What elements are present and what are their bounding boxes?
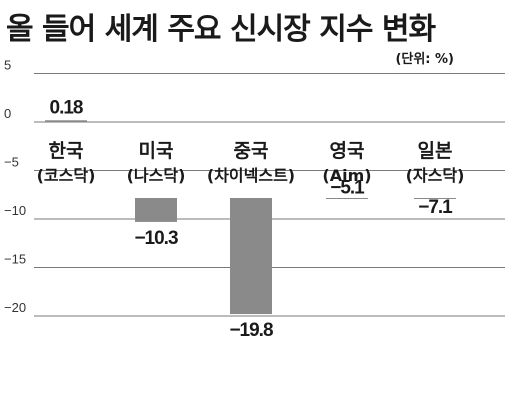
data-label: −10.3	[134, 228, 178, 249]
category-sublabel: (차이넥스트)	[207, 166, 295, 185]
category-sublabel: (코스닥)	[37, 166, 96, 185]
data-label: −5.1	[330, 177, 365, 198]
y-tick-label: 5	[4, 58, 11, 73]
data-label: −19.8	[229, 320, 273, 341]
category-label: 영국	[330, 140, 365, 162]
unit-label: (단위: %)	[395, 52, 454, 67]
data-label: 0.18	[50, 97, 83, 118]
gridlines: 5 0 −5 −10 −15 −20	[4, 58, 505, 317]
y-tick-label: 0	[4, 106, 11, 121]
bar	[230, 198, 272, 315]
category-label: 한국	[49, 140, 84, 162]
category-label: 일본	[418, 140, 453, 162]
bar	[414, 198, 456, 199]
category-sublabel: (Aim)	[322, 166, 371, 185]
y-tick-label: −5	[4, 155, 19, 170]
bars	[45, 120, 456, 315]
category-labels: 한국 (코스닥) 미국 (나스닥) 중국 (차이넥스트) 영국 (Aim) 일본 (자스닥)	[37, 140, 465, 185]
bar	[45, 120, 87, 122]
category-label: 중국	[234, 140, 269, 162]
bar	[135, 198, 177, 222]
y-tick-label: −15	[4, 252, 26, 267]
data-label: −7.1	[418, 197, 453, 218]
y-tick-label: −20	[4, 300, 26, 315]
category-sublabel: (자스닥)	[406, 166, 465, 185]
category-label: 미국	[139, 140, 174, 162]
bar	[326, 198, 368, 199]
data-labels: 0.18 −10.3 −19.8 −5.1 −7.1	[50, 97, 455, 341]
y-tick-label: −10	[4, 203, 26, 218]
chart-title: 올 들어 세계 주요 신시장 지수 변화	[6, 12, 436, 47]
category-sublabel: (나스닥)	[127, 166, 186, 185]
